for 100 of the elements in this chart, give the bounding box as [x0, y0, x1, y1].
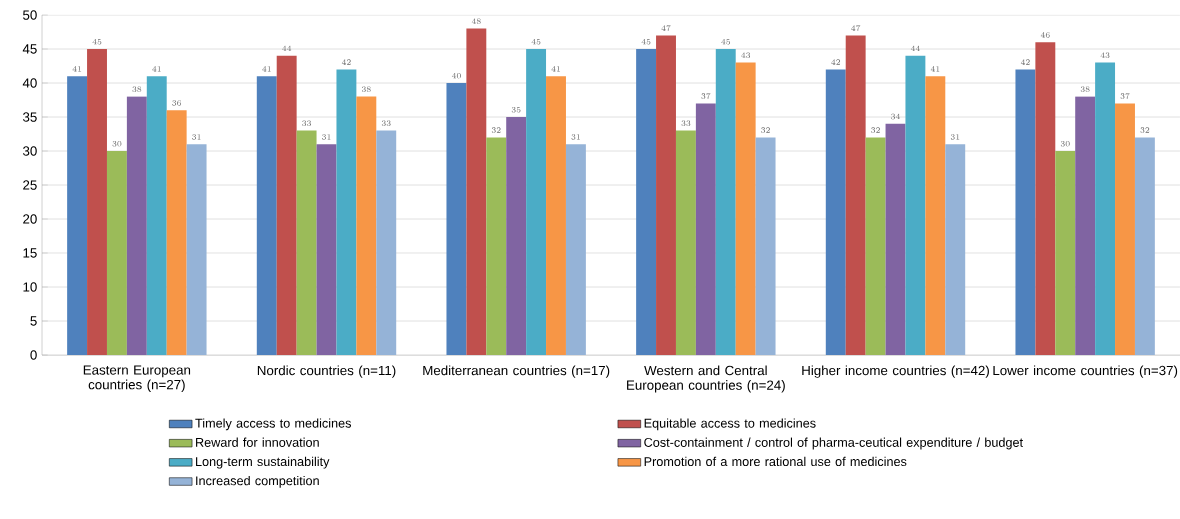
bar	[1095, 62, 1116, 355]
data-label: 47	[661, 25, 671, 31]
data-label: 45	[641, 38, 651, 45]
y-tick-label: 15	[23, 248, 37, 258]
bar	[526, 49, 547, 355]
data-label: 38	[361, 86, 371, 93]
bar	[565, 144, 586, 355]
bar	[106, 151, 127, 355]
y-tick-label: 50	[23, 10, 37, 20]
x-tick-label: Mediterranean countries (n=17)	[423, 365, 610, 378]
legend-label: Timely access to medicines	[195, 418, 352, 431]
data-label: 46	[1040, 32, 1050, 38]
bar	[466, 28, 487, 355]
data-label: 44	[910, 45, 920, 52]
bar	[925, 76, 946, 355]
bar	[276, 55, 297, 355]
x-tick-label: Lower income countries (n=37)	[993, 365, 1178, 378]
bar	[656, 35, 676, 355]
bar	[67, 76, 88, 355]
data-label: 41	[930, 66, 940, 72]
legend-label: Equitable access to medicines	[644, 418, 816, 431]
bar	[755, 137, 776, 355]
data-label: 31	[192, 134, 201, 140]
bar	[446, 83, 467, 355]
y-tick-label: 20	[23, 214, 37, 224]
data-label: 32	[1140, 127, 1150, 133]
data-label: 36	[172, 100, 182, 106]
data-label: 31	[950, 134, 960, 140]
bar	[1115, 103, 1135, 355]
data-label: 30	[112, 140, 122, 147]
x-tick-label: Western and Central European countries (n=24)	[627, 365, 785, 393]
data-label: 41	[72, 66, 82, 72]
y-tick-label: 35	[22, 112, 37, 122]
data-label: 43	[1100, 52, 1110, 59]
data-label: 41	[152, 66, 161, 72]
bar	[126, 96, 147, 355]
y-tick-label: 10	[23, 282, 37, 292]
bar	[695, 103, 716, 355]
bar	[356, 96, 377, 355]
bar	[1035, 42, 1056, 355]
bar	[825, 69, 846, 355]
bar	[316, 144, 337, 355]
data-label: 47	[851, 25, 861, 31]
data-label: 45	[721, 38, 731, 45]
bar	[186, 144, 207, 355]
legend-label: Increased competition	[196, 475, 319, 488]
data-label: 45	[92, 38, 102, 45]
bar	[87, 49, 107, 355]
data-label: 33	[681, 120, 691, 127]
bar	[1015, 69, 1036, 355]
data-label: 42	[1020, 59, 1030, 65]
bar	[546, 76, 566, 355]
bar	[336, 69, 357, 355]
data-label: 30	[1060, 140, 1070, 147]
bar	[636, 49, 657, 355]
data-label: 35	[511, 106, 521, 113]
y-tick-label: 45	[22, 44, 37, 54]
x-tick-label: Nordic countries (n=11)	[257, 365, 396, 378]
legend-label: Cost-containment / control of pharma-ceutical expenditure / budget	[644, 437, 1023, 450]
bar	[715, 49, 736, 355]
bar	[905, 55, 926, 355]
legend-label: Long-term sustainability	[196, 456, 330, 469]
data-label: 38	[1080, 86, 1090, 93]
y-tick-label: 0	[30, 350, 37, 360]
y-tick-label: 25	[23, 180, 37, 190]
data-label: 40	[451, 72, 461, 79]
data-label: 32	[761, 127, 770, 133]
data-label: 42	[831, 59, 841, 65]
bar	[1055, 151, 1076, 355]
legend-label: Reward for innovation	[196, 437, 319, 447]
data-label: 32	[871, 127, 880, 133]
bar	[845, 35, 866, 355]
data-label: 37	[1120, 93, 1130, 99]
bar	[885, 123, 906, 355]
data-label: 33	[381, 120, 391, 127]
data-label: 42	[341, 59, 351, 65]
y-tick-label: 30	[22, 146, 37, 156]
bar	[296, 130, 317, 355]
bar	[1075, 96, 1096, 355]
data-label: 33	[302, 120, 311, 127]
data-label: 45	[531, 38, 541, 45]
bar	[376, 130, 397, 355]
bar	[675, 130, 696, 355]
data-label: 37	[701, 93, 711, 99]
bar	[865, 137, 886, 355]
data-label: 41	[551, 66, 561, 72]
bar	[486, 137, 507, 355]
y-tick-label: 40	[22, 78, 37, 88]
data-label: 48	[471, 18, 481, 25]
bar	[146, 76, 167, 355]
legend-label: Promotion of a more rational use of medicines	[644, 456, 907, 467]
x-tick-label: Eastern European countries (n=27)	[83, 365, 191, 392]
bar	[506, 117, 527, 355]
data-label: 31	[571, 134, 580, 140]
data-label: 34	[891, 113, 901, 120]
y-tick-label: 5	[30, 316, 37, 326]
bar	[1134, 137, 1155, 355]
data-label: 43	[741, 52, 751, 59]
bar	[256, 76, 277, 355]
bar	[735, 62, 756, 355]
